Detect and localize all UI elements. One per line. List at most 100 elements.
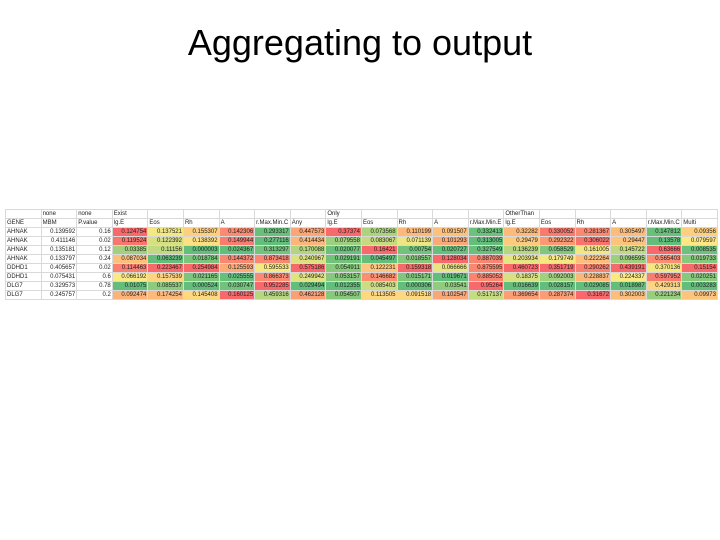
value-cell: 0.16421 <box>360 245 398 255</box>
value-cell: 0.306022 <box>574 236 612 246</box>
data-row: DDHD1 0.075431 0.6 0.066192 0.157539 0.021165… <box>5 272 718 282</box>
gene-cell: DDHD1 <box>5 272 42 282</box>
header-cell: Eos <box>538 218 576 228</box>
value-cell: 0.016639 <box>503 281 540 291</box>
value-cell: 0.866373 <box>254 272 291 282</box>
slide-title: Aggregating to output <box>187 22 533 63</box>
value-cell: 0.029494 <box>289 281 327 291</box>
value-cell: 0.32282 <box>503 227 540 237</box>
value-cell: 0.113505 <box>360 290 398 300</box>
cell <box>218 209 256 219</box>
value-cell: 0.149944 <box>218 236 256 246</box>
value-cell: 0.31672 <box>574 290 612 300</box>
value-cell: 0.03385 <box>111 245 149 255</box>
value-cell: 0.012355 <box>325 281 362 291</box>
header-cell: Multi <box>681 218 718 228</box>
value-cell: 0.277116 <box>254 236 291 246</box>
value-cell: 0.447573 <box>289 227 327 237</box>
value-cell: 0.142306 <box>218 227 256 237</box>
cell <box>254 209 291 219</box>
value-cell: 0.305497 <box>610 227 647 237</box>
value-cell: 0.045497 <box>360 254 398 264</box>
value-cell: 0.102547 <box>432 290 469 300</box>
group-label: none <box>76 209 113 219</box>
cell <box>574 209 612 219</box>
value-cell: 0.09356 <box>681 227 718 237</box>
group-label: OtherThan <box>503 209 540 219</box>
value-cell: 0.066666 <box>432 263 469 273</box>
value-cell: 0.155307 <box>182 227 220 237</box>
value-cell: 0.329573 <box>40 281 78 291</box>
value-cell: 0.29479 <box>503 236 540 246</box>
header-cell: A <box>432 218 469 228</box>
value-cell: 0.145408 <box>182 290 220 300</box>
value-cell: 0.460723 <box>503 263 540 273</box>
value-cell: 0.595533 <box>254 263 291 273</box>
gene-cell: DLG7 <box>5 290 42 300</box>
value-cell: 0.063239 <box>147 254 184 264</box>
gene-cell: AHNAK <box>5 254 42 264</box>
value-cell: 0.138392 <box>182 236 220 246</box>
value-cell: 0.018784 <box>182 254 220 264</box>
value-cell: 0.290262 <box>574 263 612 273</box>
header-cell: A <box>218 218 256 228</box>
value-cell: 0.066192 <box>111 272 149 282</box>
value-cell: 0.028157 <box>538 281 576 291</box>
cell <box>610 209 647 219</box>
value-cell: 0.091518 <box>396 290 434 300</box>
value-cell: 0.085537 <box>147 281 184 291</box>
value-cell: 0.058529 <box>538 245 576 255</box>
header-cell: MBM <box>40 218 78 228</box>
value-cell: 0.63666 <box>645 245 683 255</box>
value-cell: 0.128034 <box>432 254 469 264</box>
value-cell: 0.240967 <box>289 254 327 264</box>
data-row: AHNAK 0.139592 0.16 0.124754 0.137521 0.15530… <box>5 227 718 237</box>
value-cell: 0.254984 <box>182 263 220 273</box>
value-cell: 0.330052 <box>538 227 576 237</box>
header-cell: Rh <box>182 218 220 228</box>
value-cell: 0.096595 <box>610 254 647 264</box>
value-cell: 0.95264 <box>467 281 505 291</box>
value-cell: 0.221234 <box>645 290 683 300</box>
value-cell: 0.2 <box>76 290 113 300</box>
gene-cell: AHNAK <box>5 227 42 237</box>
value-cell: 0.281367 <box>574 227 612 237</box>
header-cell: lg.E <box>325 218 362 228</box>
cell <box>467 209 505 219</box>
value-cell: 0.887039 <box>467 254 505 264</box>
value-cell: 0.224337 <box>610 272 647 282</box>
value-cell: 0.075431 <box>40 272 78 282</box>
cell <box>289 209 327 219</box>
value-cell: 0.249942 <box>289 272 327 282</box>
value-cell: 0.575186 <box>289 263 327 273</box>
value-cell: 0.6 <box>76 272 113 282</box>
value-cell: 0.203934 <box>503 254 540 264</box>
cell <box>538 209 576 219</box>
value-cell: 0.145722 <box>610 245 647 255</box>
value-cell: 0.133797 <box>40 254 78 264</box>
value-cell: 0.292322 <box>538 236 576 246</box>
value-cell: 0.02 <box>76 263 113 273</box>
value-cell: 0.222264 <box>574 254 612 264</box>
spreadsheet: none none Exist Only OtherThan GENE MBM P.value… <box>5 209 718 300</box>
value-cell: 0.122392 <box>147 236 184 246</box>
value-cell: 0.332413 <box>467 227 505 237</box>
value-cell: 0.37374 <box>325 227 362 237</box>
value-cell: 0.018987 <box>610 281 647 291</box>
value-cell: 0.015171 <box>396 272 434 282</box>
header-cell: GENE <box>5 218 42 228</box>
value-cell: 0.029191 <box>325 254 362 264</box>
value-cell: 0.351719 <box>538 263 576 273</box>
header-cell: Any <box>289 218 327 228</box>
value-cell: 0.019671 <box>432 272 469 282</box>
cell <box>681 209 718 219</box>
value-cell: 0.160125 <box>218 290 256 300</box>
value-cell: 0.157539 <box>147 272 184 282</box>
value-cell: 0.101293 <box>432 236 469 246</box>
header-cell: lg.E <box>503 218 540 228</box>
value-cell: 0.02 <box>76 236 113 246</box>
value-cell: 0.170088 <box>289 245 327 255</box>
cell <box>360 209 398 219</box>
